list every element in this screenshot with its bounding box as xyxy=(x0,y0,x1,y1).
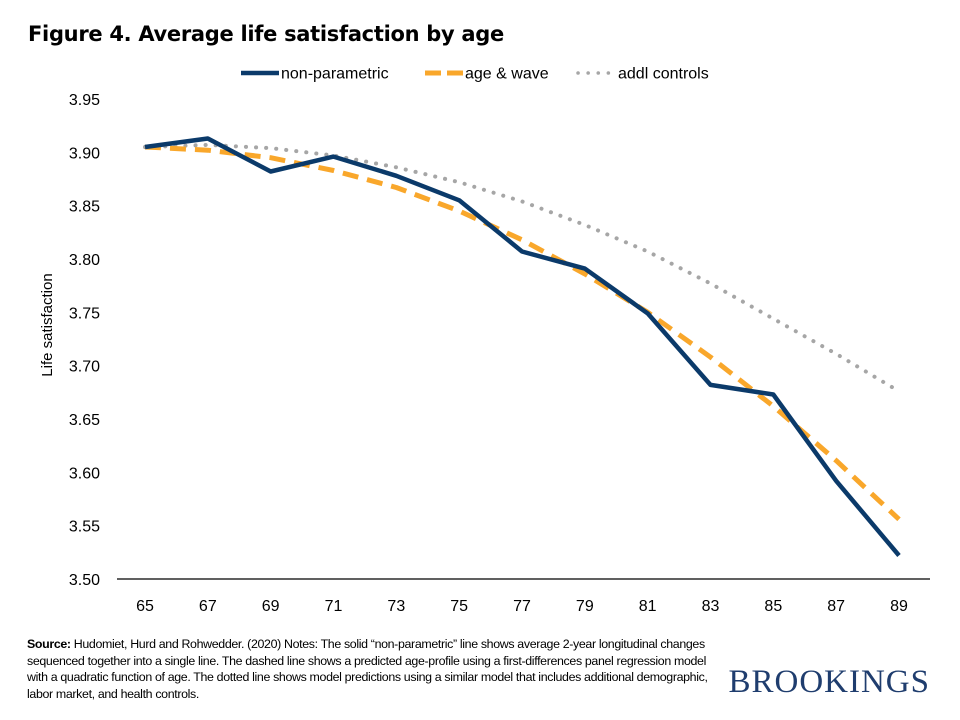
y-tick-label: 3.95 xyxy=(69,92,100,109)
x-tick-label: 71 xyxy=(325,598,343,615)
x-tick-label: 67 xyxy=(199,598,217,615)
legend: non-parametric age & wave addl controls xyxy=(241,66,709,83)
x-tick-label: 83 xyxy=(702,598,720,615)
x-tick-label: 77 xyxy=(513,598,531,615)
x-tick-label: 73 xyxy=(387,598,405,615)
x-tick-label: 81 xyxy=(639,598,657,615)
x-tick-label: 69 xyxy=(262,598,280,615)
legend-label: age & wave xyxy=(465,66,549,83)
source-text: Hudomiet, Hurd and Rohwedder. (2020) Not… xyxy=(27,637,708,701)
legend-item: non-parametric xyxy=(241,66,389,83)
x-axis-ticks: 65 67 69 71 73 75 77 79 81 83 85 87 89 xyxy=(136,598,908,615)
y-tick-label: 3.75 xyxy=(69,305,100,322)
y-tick-label: 3.90 xyxy=(69,145,100,162)
legend-label: addl controls xyxy=(618,66,709,83)
brookings-logo: BROOKINGS xyxy=(728,664,930,700)
x-tick-label: 79 xyxy=(576,598,594,615)
y-tick-label: 3.70 xyxy=(69,359,100,376)
series-line-age-wave xyxy=(144,144,901,522)
legend-item: addl controls xyxy=(576,66,709,83)
x-tick-label: 87 xyxy=(827,598,845,615)
line-chart: non-parametric age & wave addl controls 3.… xyxy=(39,66,930,615)
legend-item: age & wave xyxy=(425,66,549,83)
source-label: Source: xyxy=(27,637,71,651)
y-tick-label: 3.55 xyxy=(69,519,100,536)
series-line-addl-controls xyxy=(143,142,901,394)
y-tick-label: 3.50 xyxy=(69,572,100,589)
y-tick-label: 3.85 xyxy=(69,199,100,216)
x-tick-label: 65 xyxy=(136,598,154,615)
x-tick-label: 89 xyxy=(890,598,908,615)
x-tick-label: 85 xyxy=(764,598,782,615)
series-line-non-parametric xyxy=(144,136,901,557)
source-notes: Source: Hudomiet, Hurd and Rohwedder. (2… xyxy=(27,636,717,702)
x-tick-label: 75 xyxy=(450,598,468,615)
y-tick-label: 3.65 xyxy=(69,412,100,429)
y-tick-label: 3.60 xyxy=(69,465,100,482)
y-axis-ticks: 3.50 3.55 3.60 3.65 3.70 3.75 3.80 3.85 3.90 3.95 xyxy=(69,92,100,589)
y-tick-label: 3.80 xyxy=(69,252,100,269)
y-axis-label: Life satisfaction xyxy=(39,273,56,376)
legend-label: non-parametric xyxy=(281,66,389,83)
chart-title: Figure 4. Average life satisfaction by a… xyxy=(28,22,504,46)
series-group xyxy=(143,136,901,557)
